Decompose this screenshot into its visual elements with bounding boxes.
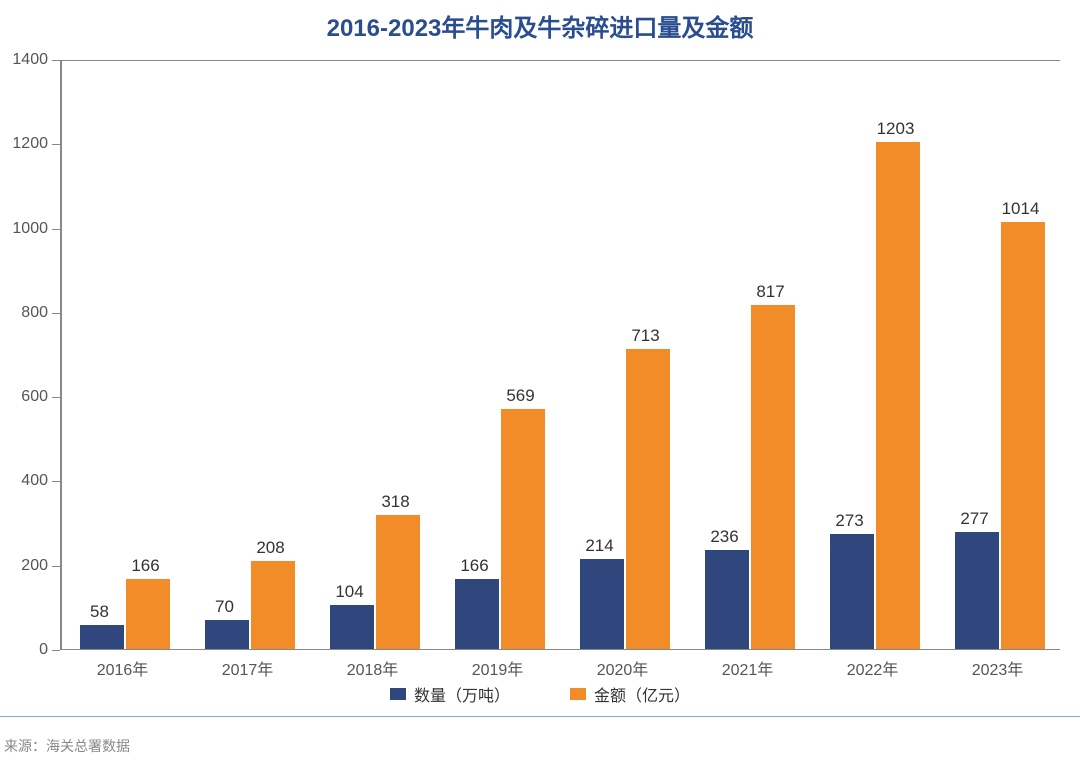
bar [830, 534, 874, 649]
bar-value-label: 208 [256, 538, 284, 558]
bar-value-label: 273 [835, 511, 863, 531]
y-tick-label: 0 [0, 641, 48, 659]
bar [955, 532, 999, 649]
y-tick-label: 200 [0, 557, 48, 575]
bar [501, 409, 545, 649]
y-tick-label: 1400 [0, 51, 48, 69]
x-tick-label: 2019年 [472, 656, 524, 680]
bar [126, 579, 170, 649]
bar-value-label: 214 [585, 536, 613, 556]
bar [580, 559, 624, 649]
bar [330, 605, 374, 649]
y-tick-label: 400 [0, 472, 48, 490]
chart-title: 2016-2023年牛肉及牛杂碎进口量及金额 [0, 8, 1080, 43]
legend-swatch [570, 688, 586, 700]
x-tick-label: 2018年 [347, 656, 399, 680]
bar-value-label: 318 [381, 492, 409, 512]
bar-value-label: 713 [631, 326, 659, 346]
bar-value-label: 104 [335, 582, 363, 602]
bar-value-label: 70 [215, 597, 234, 617]
y-tick-mark [52, 650, 60, 651]
bar [876, 142, 920, 649]
y-tick-label: 1200 [0, 135, 48, 153]
legend-swatch [390, 688, 406, 700]
bar [376, 515, 420, 649]
x-tick-label: 2021年 [722, 656, 774, 680]
bar-value-label: 236 [710, 527, 738, 547]
bar-value-label: 1203 [877, 119, 915, 139]
bar [251, 561, 295, 649]
bar-value-label: 1014 [1002, 199, 1040, 219]
bar-value-label: 817 [756, 282, 784, 302]
y-tick-mark [52, 313, 60, 314]
bar-value-label: 58 [90, 602, 109, 622]
y-tick-label: 800 [0, 304, 48, 322]
legend-item: 金额（亿元） [570, 682, 690, 706]
legend-label: 数量（万吨） [414, 682, 510, 706]
y-tick-label: 1000 [0, 220, 48, 238]
x-tick-label: 2020年 [597, 656, 649, 680]
bar [705, 550, 749, 649]
bar-value-label: 277 [960, 509, 988, 529]
bar [455, 579, 499, 649]
bar [205, 620, 249, 650]
legend: 数量（万吨） 金额（亿元） [0, 682, 1080, 706]
y-tick-mark [52, 229, 60, 230]
y-tick-mark [52, 144, 60, 145]
bar [1001, 222, 1045, 649]
chart-container: 2016-2023年牛肉及牛杂碎进口量及金额 数量（万吨） 金额（亿元） 来源：海… [0, 0, 1080, 764]
x-tick-label: 2017年 [222, 656, 274, 680]
source-divider [0, 716, 1080, 717]
bar-value-label: 166 [131, 556, 159, 576]
y-tick-label: 600 [0, 388, 48, 406]
y-tick-mark [52, 566, 60, 567]
bar [80, 625, 124, 649]
legend-item: 数量（万吨） [390, 682, 510, 706]
bar-value-label: 569 [506, 386, 534, 406]
bar [626, 349, 670, 649]
y-tick-mark [52, 60, 60, 61]
source-text: 来源：海关总署数据 [4, 736, 130, 756]
bar-value-label: 166 [460, 556, 488, 576]
bar [751, 305, 795, 649]
plot-area [60, 60, 1060, 650]
legend-label: 金额（亿元） [594, 682, 690, 706]
y-tick-mark [52, 397, 60, 398]
x-tick-label: 2016年 [97, 656, 149, 680]
y-tick-mark [52, 481, 60, 482]
x-tick-label: 2023年 [972, 656, 1024, 680]
x-tick-label: 2022年 [847, 656, 899, 680]
